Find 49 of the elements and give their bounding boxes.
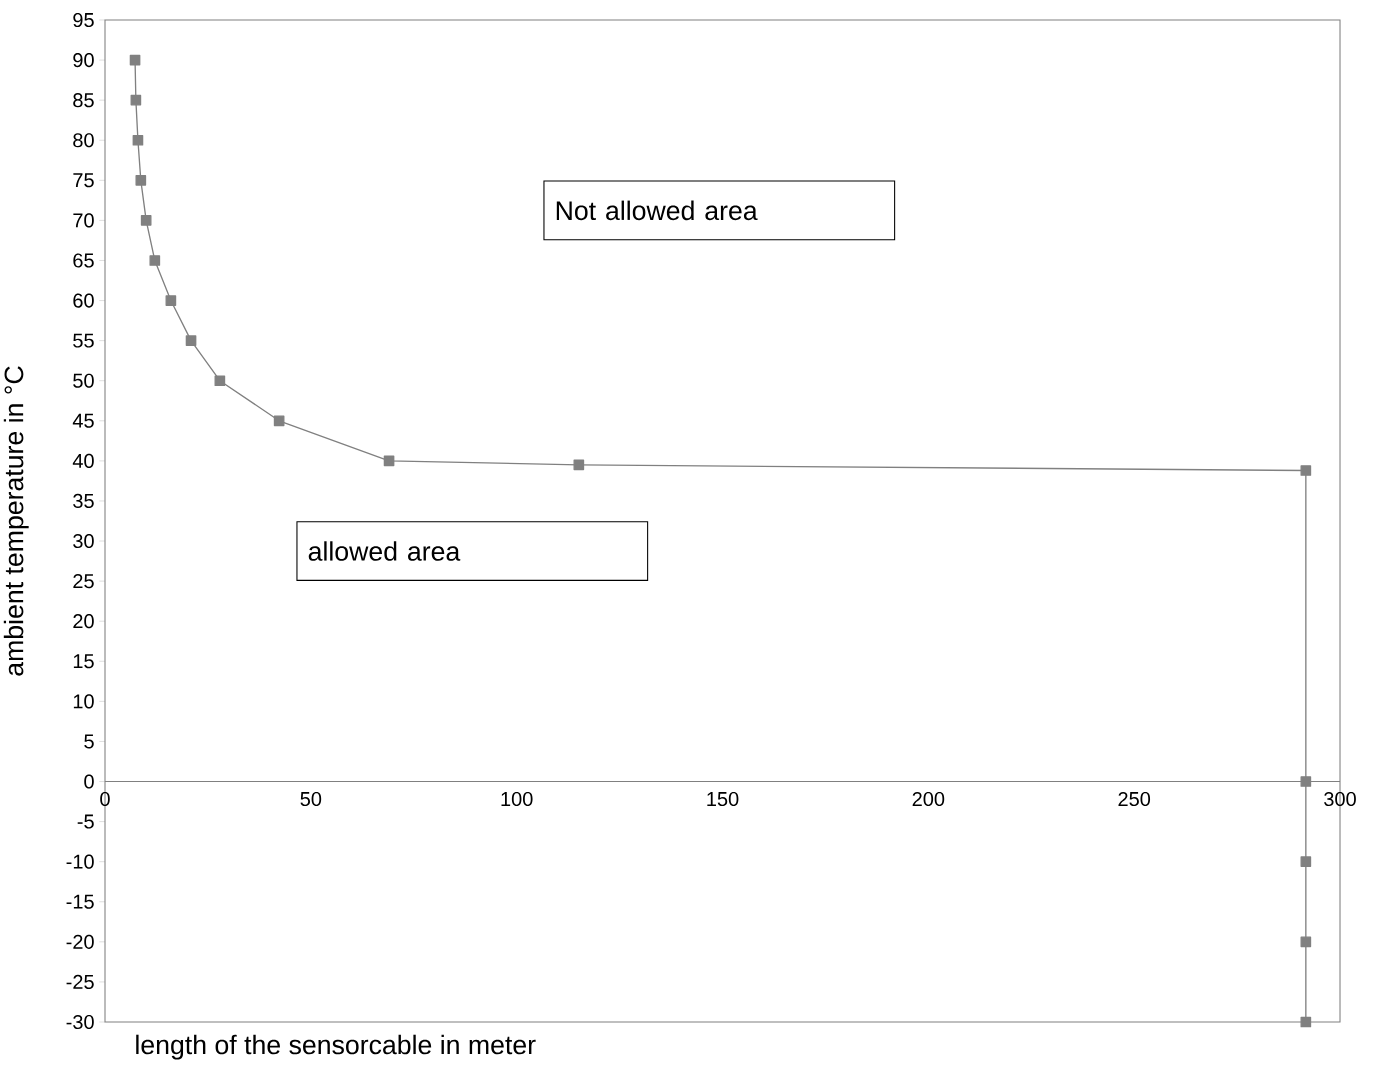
y-tick-label: 20 <box>73 614 94 629</box>
x-axis-title: length of the sensorcable in meter <box>136 1034 536 1060</box>
point <box>135 174 147 186</box>
y-tick-label: 45 <box>72 413 94 428</box>
y-tick-label: 90 <box>73 52 94 68</box>
y-tick-label: -20 <box>66 934 94 949</box>
y-tick-label: 50 <box>73 373 94 388</box>
x-tick-label: 100 <box>501 791 533 807</box>
y-tick-label: 60 <box>73 293 94 308</box>
y-tick-label: 65 <box>73 253 94 268</box>
x-tick-label: 300 <box>1324 791 1356 807</box>
y-tick-label: -15 <box>66 894 94 909</box>
y-tick-label: -30 <box>66 1014 94 1030</box>
y-tick-label: 0 <box>84 774 94 789</box>
point <box>1300 856 1312 868</box>
y-tick-label: 55 <box>73 333 94 348</box>
y-tick-label: 25 <box>73 574 94 589</box>
y-tick-label: 5 <box>84 734 94 749</box>
annotation: Not allowed area <box>556 200 758 221</box>
y-tick-label: 85 <box>73 93 94 108</box>
y-tick-label: 35 <box>73 493 94 509</box>
point <box>185 335 197 346</box>
point <box>132 134 144 146</box>
y-axis-title: ambient temperature in °C <box>3 366 29 676</box>
point <box>149 255 161 266</box>
y-tick-label: 30 <box>73 533 94 549</box>
x-tick-label: 250 <box>1118 791 1151 807</box>
y-tick-label: 70 <box>73 213 94 228</box>
y-tick-label: 75 <box>73 173 94 188</box>
point <box>140 215 152 226</box>
x-tick-label: 200 <box>912 791 945 807</box>
point <box>273 415 285 427</box>
point <box>165 295 177 306</box>
y-tick-label: 15 <box>73 654 94 669</box>
y-tick-label: 80 <box>73 133 94 148</box>
point <box>573 459 585 471</box>
x-tick-label: 150 <box>707 791 739 807</box>
y-tick-label: 95 <box>73 12 94 28</box>
y-tick-label: -10 <box>66 854 94 869</box>
y-tick-label: 10 <box>73 694 94 709</box>
annotation: allowed area <box>308 541 461 561</box>
x-tick-label: 50 <box>300 791 322 807</box>
point <box>1300 776 1312 787</box>
point <box>1300 465 1312 476</box>
y-tick-label: -5 <box>77 814 94 829</box>
y-tick-label: 40 <box>72 453 94 468</box>
x-tick-label: 0 <box>100 791 110 807</box>
y-tick-label: -25 <box>66 974 94 989</box>
point <box>214 375 226 387</box>
